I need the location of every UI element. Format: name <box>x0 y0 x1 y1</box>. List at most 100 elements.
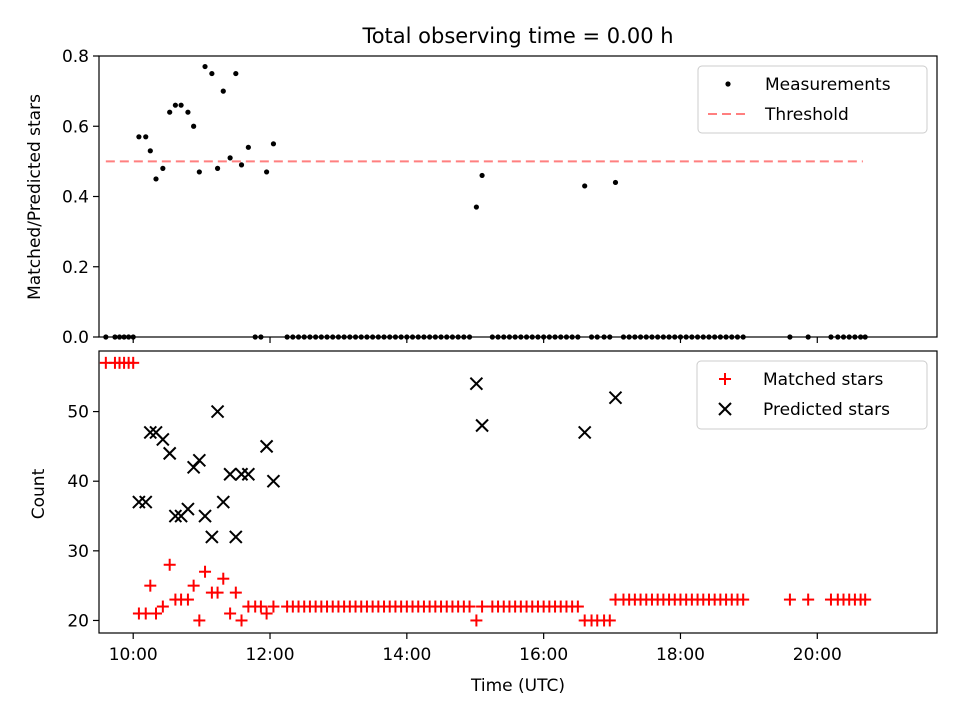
bottom-legend: Matched stars Predicted stars <box>696 360 928 430</box>
matched-star-point <box>163 558 176 571</box>
predicted-legend-label: Predicted stars <box>763 400 890 420</box>
bottom-x-tick-label: 20:00 <box>793 645 842 665</box>
bottom-y-tick-label: 20 <box>67 611 89 631</box>
bottom-x-tick-label: 16:00 <box>519 645 568 665</box>
top-legend-box <box>697 65 928 134</box>
predicted-star-point <box>475 418 489 433</box>
bottom-axes-frame <box>98 350 938 634</box>
matched-legend-marker <box>719 373 731 385</box>
predicted-star-point <box>205 530 219 544</box>
matched-legend-label: Matched stars <box>763 370 883 390</box>
bottom-x-tick-label: 12:00 <box>246 645 295 665</box>
top-y-ticks: 0.0 0.2 0.4 0.6 0.8 <box>62 47 99 348</box>
measurement-point <box>196 169 202 175</box>
measurement-point <box>136 134 142 140</box>
predicted-star-point <box>210 404 225 419</box>
matched-star-point <box>859 593 872 606</box>
measurements-legend-marker <box>725 81 731 87</box>
matched-star-point <box>267 600 280 613</box>
matched-star-point <box>127 356 140 369</box>
predicted-star-point <box>181 502 195 516</box>
top-y-tick-label: 0.4 <box>62 188 89 208</box>
matched-star-point <box>802 593 815 606</box>
threshold-legend-label: Threshold <box>764 105 849 125</box>
measurement-point <box>479 172 485 179</box>
matched-star-point <box>229 586 242 599</box>
predicted-star-point <box>139 495 153 509</box>
predicted-legend-marker <box>718 402 732 416</box>
measurement-point <box>245 144 251 150</box>
predicted-star-point <box>168 509 183 523</box>
measurement-point <box>167 109 173 115</box>
measurement-point <box>172 102 178 108</box>
bottom-y-axis-label: Count <box>29 468 49 519</box>
matched-star-point <box>150 607 163 620</box>
bottom-legend-box <box>696 360 928 430</box>
measurement-point <box>612 179 619 186</box>
predicted-star-point <box>266 474 281 488</box>
measurement-point <box>473 204 479 210</box>
bottom-x-axis-label: Time (UTC) <box>470 676 565 696</box>
top-y-tick-label: 0.6 <box>62 117 89 137</box>
predicted-star-point <box>223 467 237 481</box>
measurement-point <box>227 155 233 161</box>
matched-star-point <box>139 607 152 620</box>
matched-star-point <box>603 614 616 627</box>
matched-stars-points <box>99 356 872 627</box>
matched-star-point <box>224 607 237 620</box>
bottom-x-ticks: 10:00 12:00 14:00 16:00 18:00 20:00 <box>109 633 842 665</box>
predicted-star-point <box>192 453 207 468</box>
measurement-point <box>233 70 239 77</box>
matched-star-point <box>235 614 248 627</box>
predicted-star-point <box>577 425 592 440</box>
matched-star-point <box>211 586 224 599</box>
bottom-y-ticks: 20 30 40 50 <box>67 403 99 631</box>
matched-star-point <box>463 600 476 613</box>
predicted-star-point <box>143 425 158 440</box>
predicted-star-point <box>608 390 623 405</box>
matched-star-point <box>470 614 483 627</box>
matched-star-point <box>144 579 157 592</box>
measurement-point <box>160 165 166 171</box>
measurement-point <box>220 88 226 94</box>
bottom-y-tick-label: 40 <box>67 472 89 492</box>
matched-star-point <box>217 572 230 585</box>
top-y-axis-label: Matched/Predicted stars <box>25 94 45 300</box>
measurement-point <box>143 134 149 140</box>
measurement-point <box>238 162 245 168</box>
measurement-point <box>270 141 277 147</box>
predicted-star-point <box>156 432 170 447</box>
matched-star-point <box>199 565 212 578</box>
bottom-y-tick-label: 30 <box>67 542 89 562</box>
measurement-point <box>178 102 184 108</box>
matched-star-point <box>737 593 750 606</box>
matched-star-point <box>156 600 169 613</box>
matched-star-point <box>260 607 273 620</box>
predicted-star-point <box>241 467 256 481</box>
bottom-panel: Count Time (UTC) 20 30 40 50 10:00 12:00 14:0… <box>29 350 938 696</box>
measurement-point <box>582 183 588 189</box>
bottom-y-tick-label: 50 <box>67 403 89 423</box>
measurement-point <box>214 165 221 171</box>
matched-star-point <box>181 593 194 606</box>
measurement-point <box>264 169 270 175</box>
predicted-star-point <box>162 446 177 461</box>
predicted-stars-points <box>132 377 623 544</box>
measurement-point <box>202 63 208 70</box>
predicted-star-point <box>259 439 274 454</box>
matched-star-point <box>254 600 267 613</box>
bottom-x-tick-label: 14:00 <box>382 645 431 665</box>
measurements-legend-label: Measurements <box>765 75 891 95</box>
matched-star-point <box>187 579 200 592</box>
top-y-tick-label: 0.8 <box>62 47 89 67</box>
matched-star-point <box>476 600 489 613</box>
measurement-point <box>185 109 191 115</box>
predicted-star-point <box>229 530 243 544</box>
measurement-point <box>191 123 197 129</box>
top-axes-frame <box>98 55 938 338</box>
top-y-tick-label: 0.2 <box>62 258 89 278</box>
measurement-point <box>209 70 215 77</box>
predicted-star-point <box>216 495 230 509</box>
predicted-star-point <box>198 509 212 523</box>
